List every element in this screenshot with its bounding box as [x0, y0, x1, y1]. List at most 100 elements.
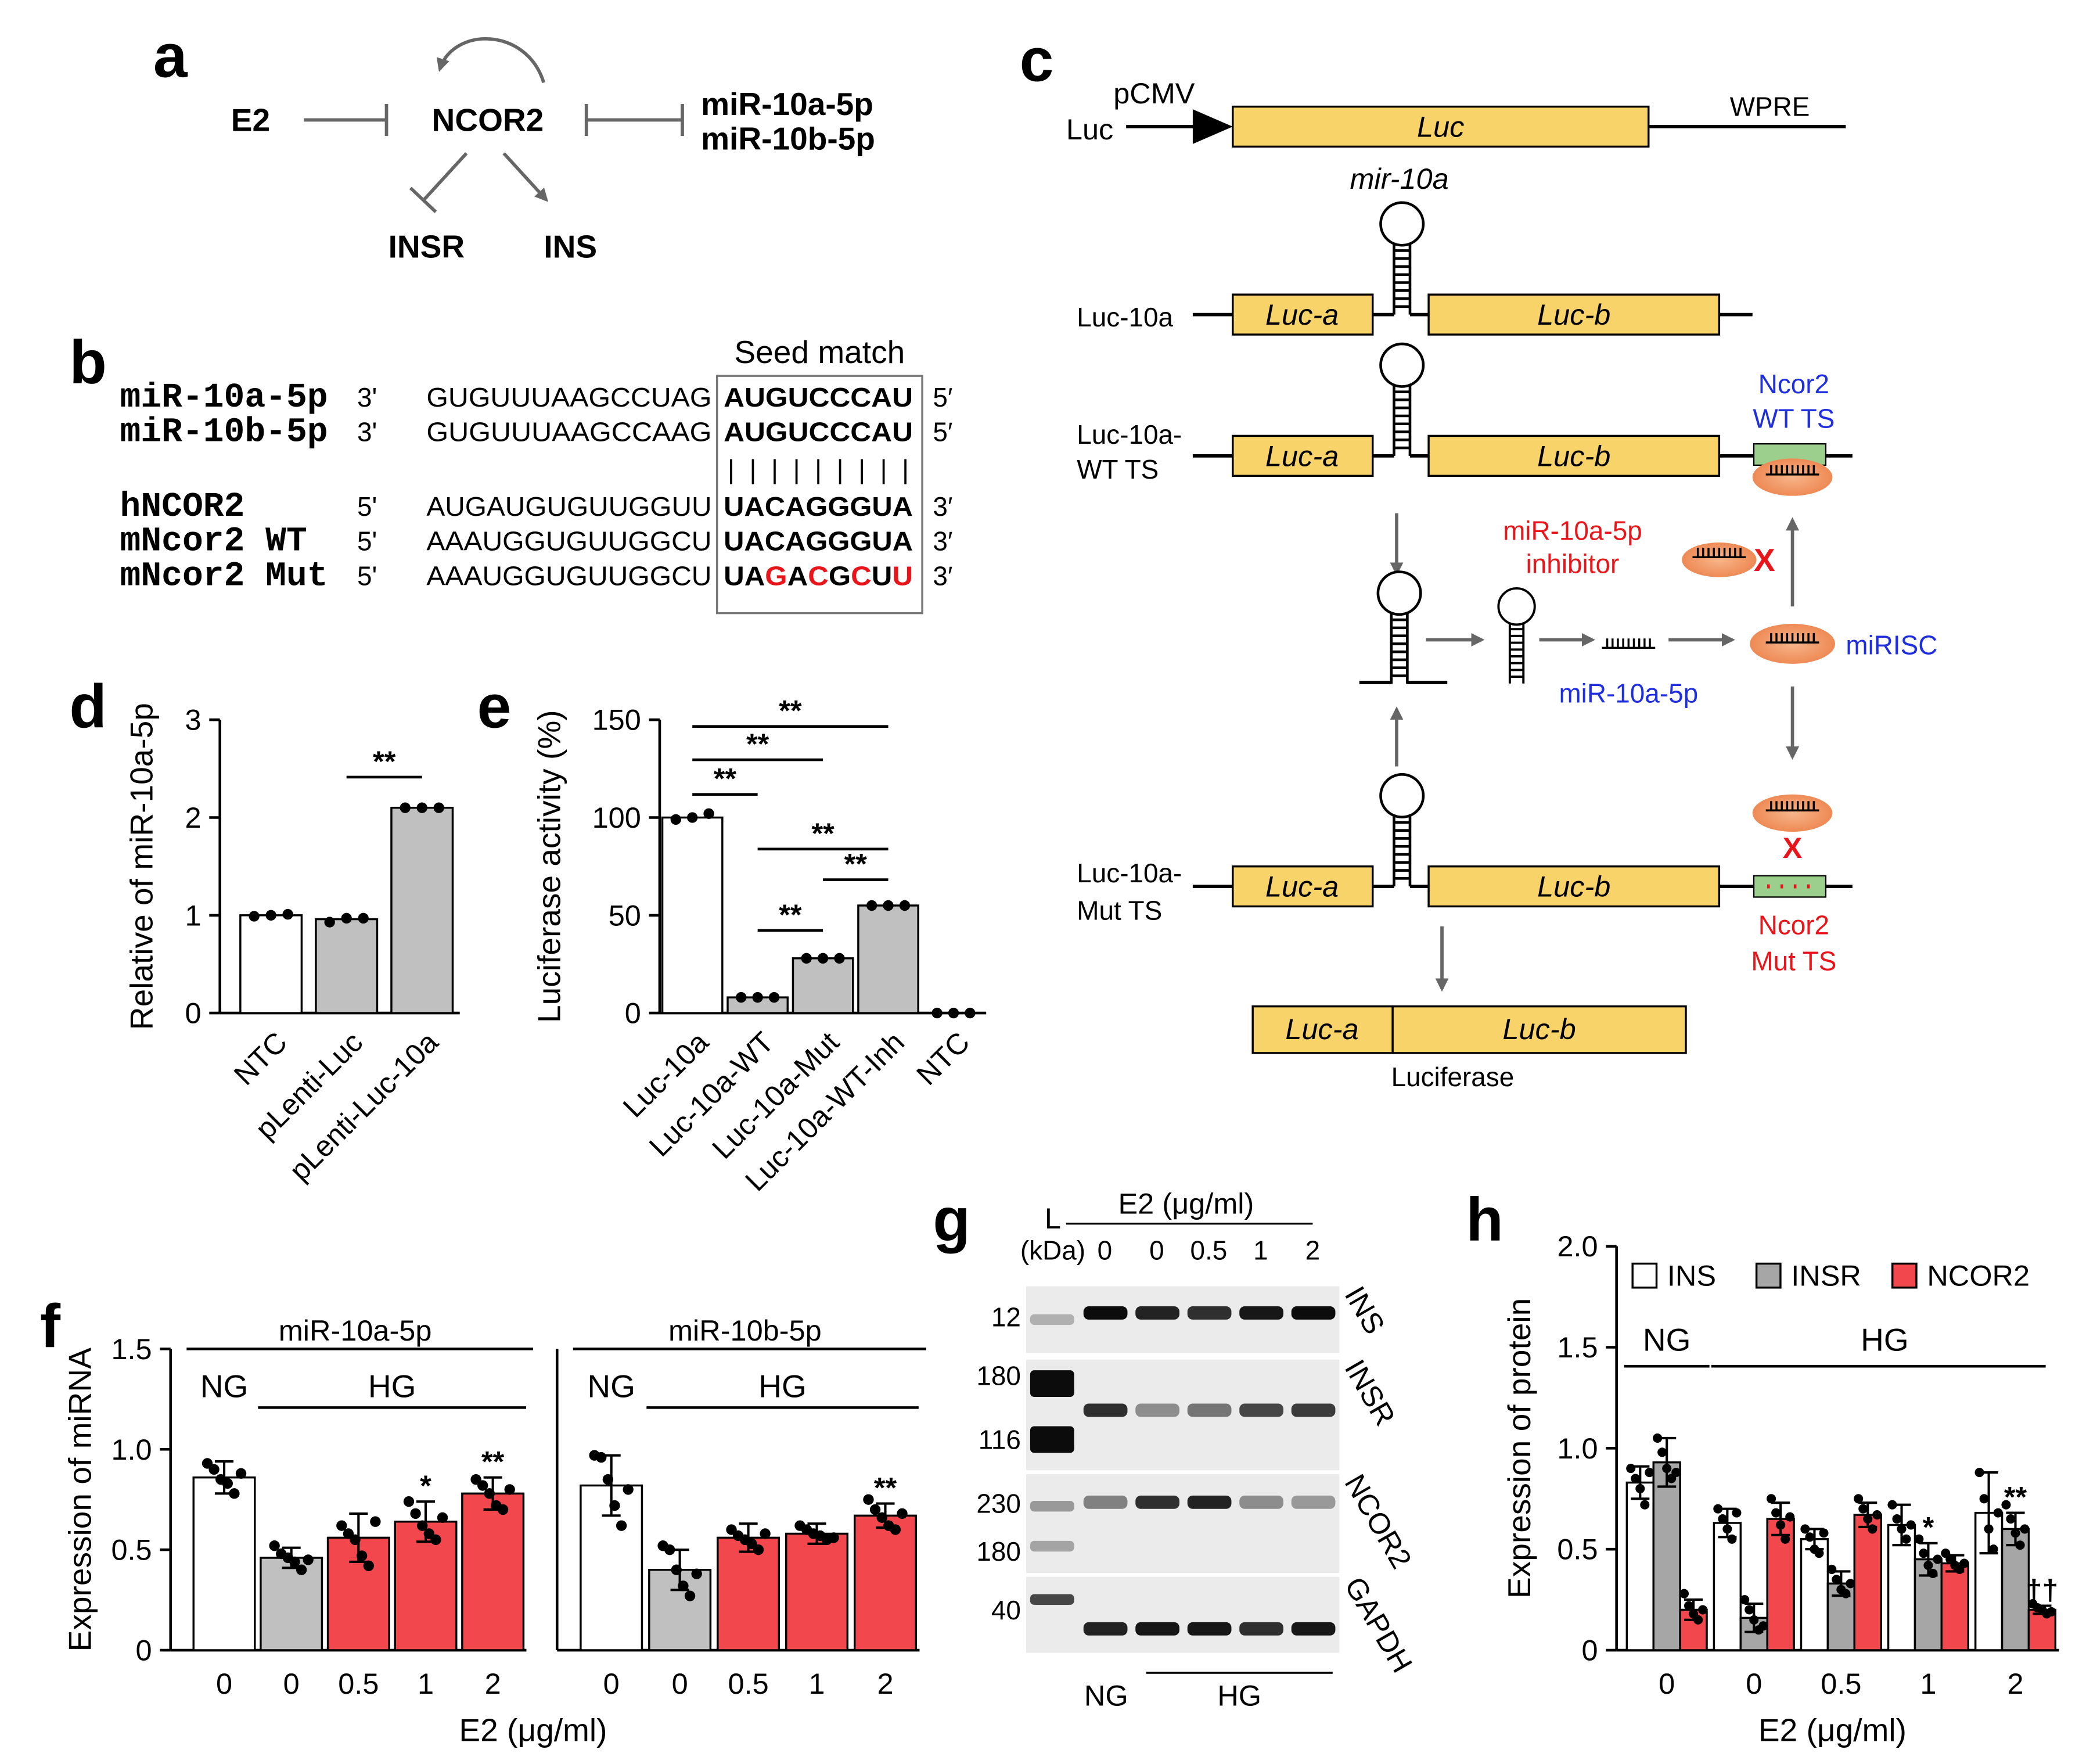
inhibitor [1682, 543, 1757, 577]
panel-label: b [69, 328, 106, 397]
ladder-band [1030, 1426, 1074, 1453]
block-mark: X [1754, 542, 1775, 578]
bracket-label: ** [811, 817, 835, 850]
part: Luc-b [1537, 870, 1610, 903]
seed-part: C [808, 561, 829, 591]
part: Luc-a [1265, 870, 1339, 903]
gene-box [1232, 105, 1650, 148]
bracket-label: ** [844, 847, 868, 881]
sequence: AUGAUGUGUUGGUU [426, 491, 711, 522]
duplex [1600, 637, 1656, 649]
seed: AUGUCCCAU [724, 417, 913, 447]
bar [1713, 1522, 1742, 1651]
bar [2027, 1608, 2057, 1651]
y-tick-label: 0 [185, 997, 201, 1030]
bar [239, 914, 303, 1014]
data-point [282, 908, 293, 920]
y-tick-label: 50 [609, 899, 641, 932]
data-point [400, 802, 411, 813]
part-box [1251, 1005, 1394, 1054]
data-point [1827, 1564, 1837, 1574]
data-point [623, 1484, 634, 1495]
panel-label: d [69, 672, 106, 741]
error-bar [282, 1546, 301, 1569]
hairpin [1380, 774, 1423, 886]
sequence: GUGUUUAAGCCUAG [426, 382, 711, 412]
unit: (kDa) [1020, 1235, 1085, 1266]
ladder-band [1030, 1594, 1074, 1605]
x-tick-label: 0 [603, 1667, 620, 1700]
x-tick-label: NTC [910, 1025, 976, 1091]
error-bar [349, 1512, 368, 1563]
bar [390, 806, 454, 1014]
ladder-band [1030, 1500, 1074, 1512]
vector-name: Luc [1066, 113, 1113, 146]
x-tick-label: 0.5 [728, 1667, 768, 1700]
bar [192, 1476, 256, 1651]
data-point [691, 1568, 702, 1579]
band [1291, 1403, 1336, 1417]
y-tick-label: 0 [136, 1634, 152, 1667]
row-name: hNCOR2 [120, 487, 245, 526]
data-point [1740, 1595, 1750, 1605]
data-point [370, 1516, 381, 1527]
data-point [1892, 1514, 1902, 1524]
inhibit-edge [304, 103, 389, 136]
row-end: 5′ [933, 417, 952, 447]
data-point [430, 1534, 441, 1546]
data-point [897, 1508, 908, 1519]
inhibit-edge [584, 103, 684, 136]
group-label: NG [587, 1368, 635, 1404]
marker-label: 180 [976, 1360, 1021, 1391]
data-point [736, 991, 747, 1003]
node: INS [544, 229, 597, 265]
bar [792, 957, 854, 1014]
data-point [863, 1494, 874, 1505]
data-point [1919, 1549, 1929, 1558]
complex-label: miRISC [1846, 630, 1937, 660]
bar [717, 1536, 780, 1651]
data-point [1846, 1579, 1855, 1589]
promoter: pCMV [1113, 77, 1195, 110]
seed-part: A [787, 561, 808, 591]
row-end: 3′ [933, 491, 952, 522]
error-bar [1919, 1542, 1938, 1577]
risc [1752, 458, 1833, 496]
lane-label: 0.5 [1190, 1235, 1228, 1266]
panel-a: a E2 NCOR2 miR-10a-5p miR-10b-5p INSR IN… [153, 21, 875, 264]
y-tick-label: 0 [1581, 1634, 1598, 1667]
seed-part: AUGUCCCAU [724, 417, 913, 447]
data-point [703, 808, 714, 819]
error-bar [483, 1476, 502, 1511]
hairpin [1380, 344, 1423, 456]
x-tick-label: 1 [808, 1667, 825, 1700]
data-point [834, 953, 845, 964]
pairing: ||||||||| [728, 454, 909, 484]
x-tick-label: 1 [1920, 1667, 1936, 1700]
data-point [1988, 1544, 1998, 1554]
band [1083, 1495, 1128, 1509]
data-point [1959, 1558, 1969, 1568]
x-tick-label: 2 [877, 1667, 893, 1700]
data-point [1819, 1528, 1829, 1538]
data-point [363, 1560, 374, 1571]
box-title: Seed match [734, 334, 905, 370]
data-point [1640, 1500, 1650, 1510]
error-bar [1892, 1503, 1911, 1547]
significance: ** [874, 1471, 897, 1504]
part: Luc-b [1537, 298, 1610, 331]
error-bar [1657, 1436, 1677, 1488]
x-tick-label: 0.5 [1821, 1667, 1861, 1700]
legend-swatch [1631, 1262, 1658, 1289]
part-box [1427, 434, 1721, 477]
x-tick-label: 2 [485, 1667, 501, 1700]
band [1239, 1403, 1283, 1417]
band [1187, 1495, 1232, 1509]
y-axis-label: Expression of miRNA [62, 1348, 98, 1652]
panel-label: g [933, 1185, 970, 1254]
part-box [1232, 434, 1374, 477]
y-tick-label: 150 [592, 703, 641, 737]
part: Luc-b [1502, 1012, 1576, 1046]
x-tick-label: 0 [1746, 1667, 1762, 1700]
y-tick-label: 1.5 [111, 1332, 152, 1366]
